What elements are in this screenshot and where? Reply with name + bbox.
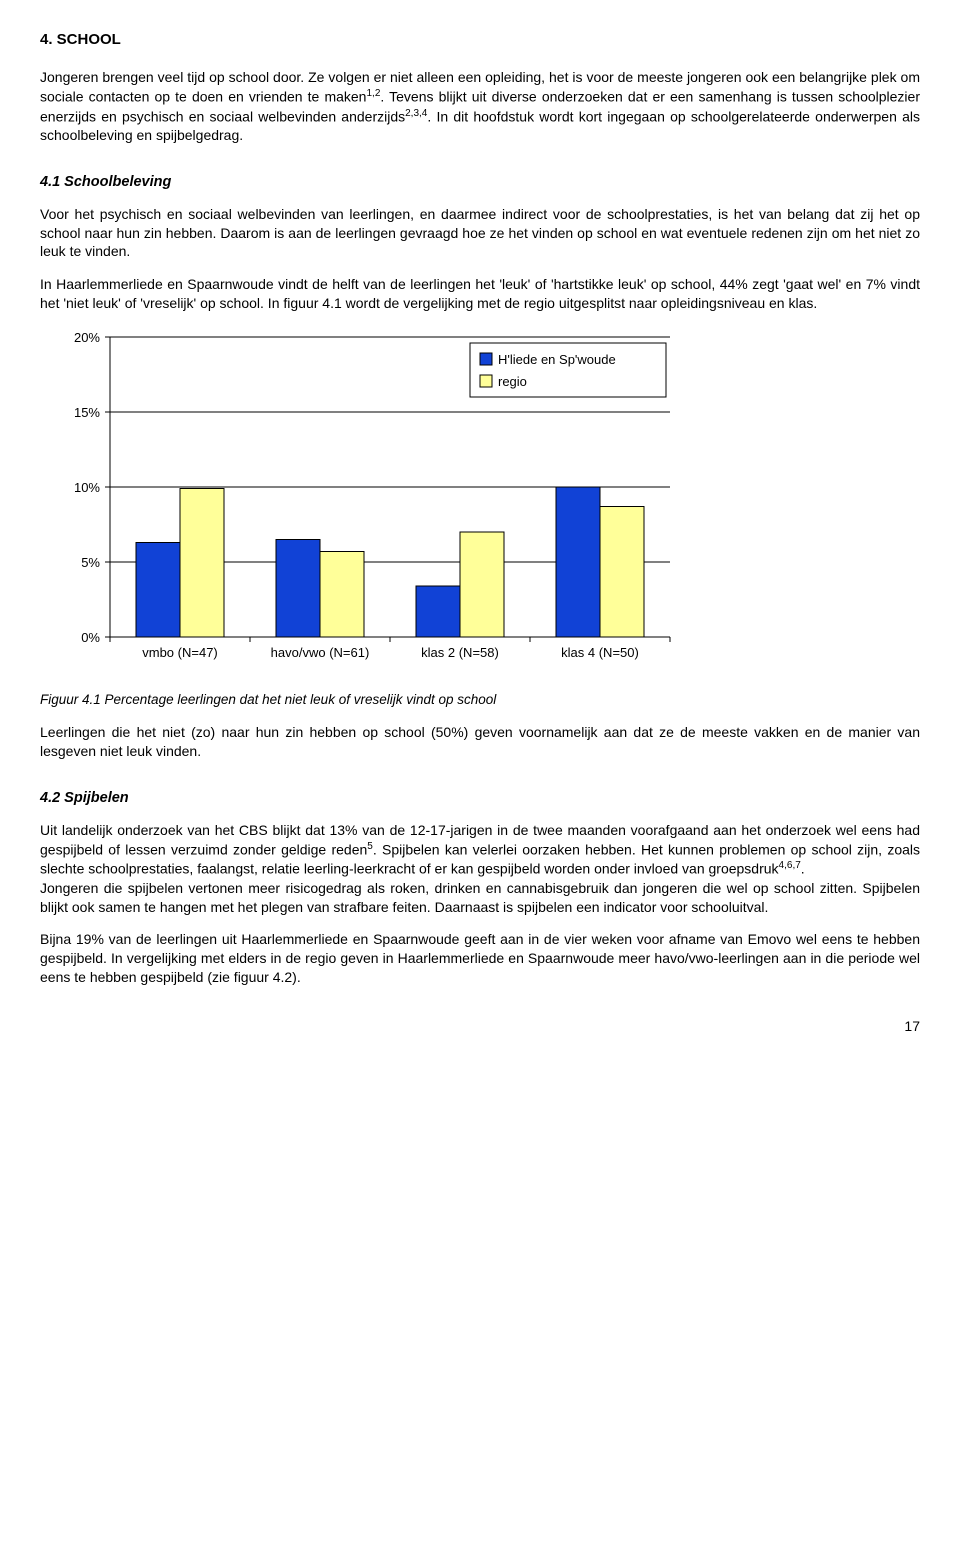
- p5-text-d: Jongeren die spijbelen vertonen meer ris…: [40, 880, 920, 915]
- p5-text-c: .: [801, 861, 805, 877]
- svg-text:0%: 0%: [81, 630, 100, 645]
- sup1: 1,2: [366, 88, 380, 99]
- svg-text:klas 4 (N=50): klas 4 (N=50): [561, 645, 639, 660]
- p3: In Haarlemmerliede en Spaarnwoude vindt …: [40, 275, 920, 313]
- svg-text:10%: 10%: [74, 480, 100, 495]
- svg-text:havo/vwo (N=61): havo/vwo (N=61): [271, 645, 370, 660]
- intro-paragraph: Jongeren brengen veel tijd op school doo…: [40, 68, 920, 145]
- svg-text:5%: 5%: [81, 555, 100, 570]
- page-number: 17: [40, 1017, 920, 1036]
- page-title: 4. SCHOOL: [40, 30, 920, 50]
- svg-text:regio: regio: [498, 374, 527, 389]
- chart-figure-4-1: 0% 5% 10% 15% 20% vmbo (N=47) havo/vwo (N=61) k…: [40, 327, 920, 687]
- svg-text:15%: 15%: [74, 405, 100, 420]
- section-heading-spijbelen: 4.2 Spijbelen: [40, 789, 920, 809]
- bar-chart: 0% 5% 10% 15% 20% vmbo (N=47) havo/vwo (N=61) k…: [40, 327, 740, 687]
- svg-text:vmbo (N=47): vmbo (N=47): [142, 645, 218, 660]
- figure-caption-4-1: Figuur 4.1 Percentage leerlingen dat het…: [40, 691, 920, 709]
- section-heading-schoolbeleving: 4.1 Schoolbeleving: [40, 173, 920, 193]
- svg-text:20%: 20%: [74, 330, 100, 345]
- svg-text:H'liede en Sp'woude: H'liede en Sp'woude: [498, 352, 616, 367]
- sup467: 4,6,7: [779, 860, 801, 871]
- sup2: 2,3,4: [405, 108, 427, 119]
- p6: Bijna 19% van de leerlingen uit Haarlemm…: [40, 930, 920, 987]
- p2: Voor het psychisch en sociaal welbevinde…: [40, 205, 920, 262]
- p5: Uit landelijk onderzoek van het CBS blij…: [40, 821, 920, 917]
- svg-text:klas 2 (N=58): klas 2 (N=58): [421, 645, 499, 660]
- p4: Leerlingen die het niet (zo) naar hun zi…: [40, 723, 920, 761]
